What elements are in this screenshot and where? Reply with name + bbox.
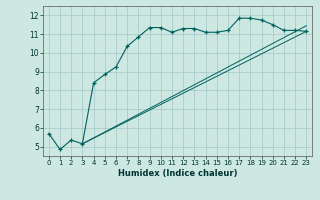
X-axis label: Humidex (Indice chaleur): Humidex (Indice chaleur) — [118, 169, 237, 178]
